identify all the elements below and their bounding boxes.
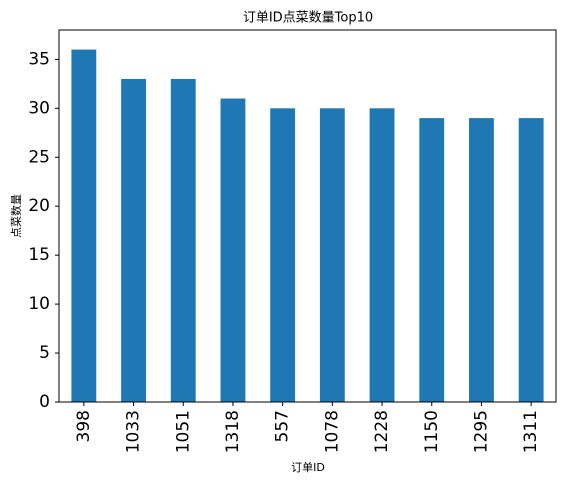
x-tick-label: 557 — [273, 410, 293, 442]
y-axis-label: 点菜数量 — [10, 194, 23, 238]
y-tick-label: 5 — [39, 343, 50, 363]
y-tick-label: 10 — [28, 294, 50, 314]
x-tick-label: 1033 — [124, 410, 144, 453]
x-tick-label: 1228 — [372, 410, 392, 453]
x-tick-label: 1318 — [223, 410, 243, 453]
bar — [121, 78, 146, 403]
chart-title: 订单ID点菜数量Top10 — [243, 11, 373, 26]
y-tick-label: 15 — [28, 245, 50, 265]
bar — [419, 118, 445, 403]
x-tick-label: 1051 — [173, 410, 193, 453]
bar — [270, 108, 296, 402]
y-tick-label: 30 — [28, 98, 50, 118]
y-tick-label: 20 — [28, 196, 50, 216]
bar — [170, 78, 196, 403]
x-tick-label: 398 — [74, 410, 94, 442]
x-axis-label: 订单ID — [291, 461, 325, 474]
y-tick-label: 25 — [28, 147, 50, 167]
x-tick-label: 1150 — [422, 410, 442, 453]
bar — [319, 108, 345, 402]
bar — [71, 49, 97, 402]
x-tick-label: 1078 — [322, 410, 342, 453]
bar — [469, 118, 494, 403]
bar — [220, 98, 246, 403]
y-tick-label: 35 — [28, 49, 50, 69]
x-tick-label: 1295 — [471, 410, 491, 453]
bar — [518, 118, 544, 403]
plot-frame — [58, 29, 557, 403]
x-tick-label: 1311 — [521, 410, 541, 453]
bar — [369, 108, 395, 402]
y-tick-label: 0 — [39, 392, 50, 412]
